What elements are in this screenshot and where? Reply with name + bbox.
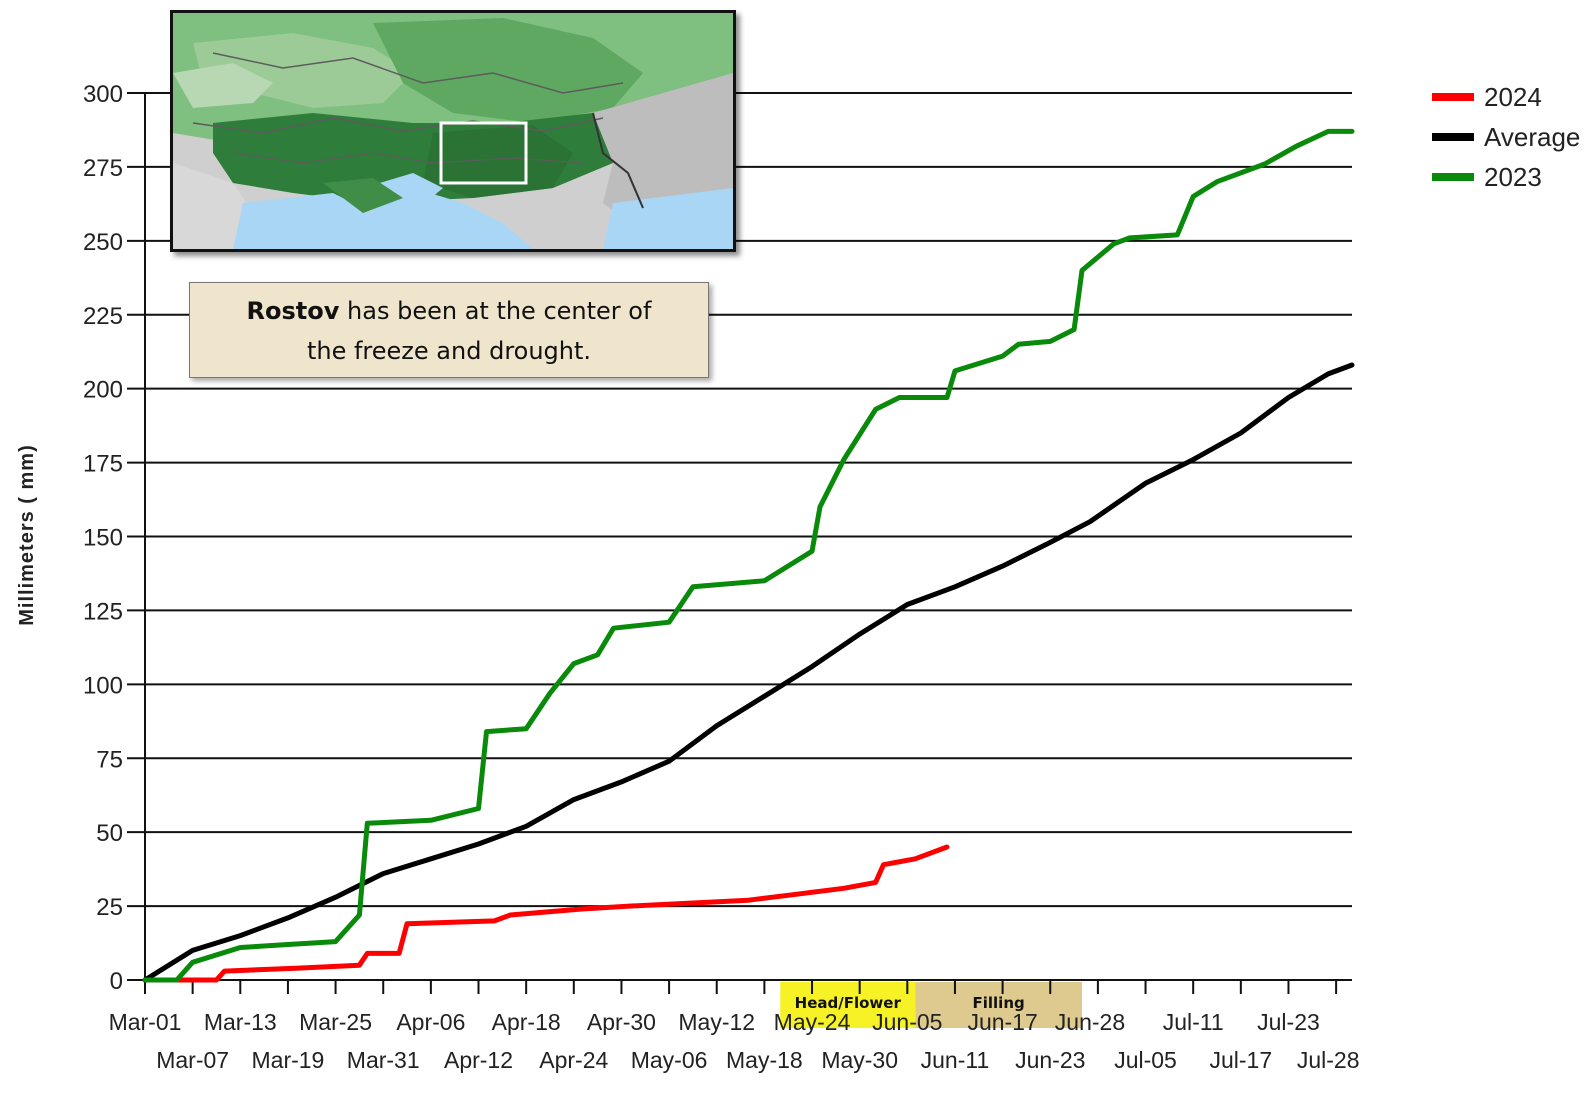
y-tick-label-0: 0 <box>110 968 123 995</box>
callout-text-line2: the freeze and drought. <box>306 337 592 365</box>
stage-band-0 <box>780 982 916 1028</box>
y-tick-label-275: 275 <box>83 155 123 182</box>
x-tick-label-top-12: Jul-23 <box>1257 1009 1320 1035</box>
x-tick-label-bottom-8: Jun-11 <box>921 1047 990 1073</box>
y-tick-label-150: 150 <box>83 525 123 552</box>
x-tick-label-bottom-5: May-06 <box>631 1047 708 1073</box>
legend: 2024 Average 2023 <box>1432 82 1580 192</box>
y-tick-label-50: 50 <box>96 820 123 847</box>
series-line-Average <box>142 362 1355 983</box>
series-lines <box>142 128 1355 983</box>
legend-label-2023: 2023 <box>1484 162 1542 192</box>
x-tick-label-bottom-2: Mar-31 <box>347 1047 420 1073</box>
stage-band-1 <box>915 982 1083 1028</box>
x-tick-label-bottom-7: May-30 <box>821 1047 898 1073</box>
series-line-2024 <box>142 844 950 983</box>
y-tick-label-75: 75 <box>96 746 123 773</box>
x-tick-label-bottom-6: May-18 <box>726 1047 803 1073</box>
x-tick-label-top-2: Mar-25 <box>299 1009 372 1035</box>
y-tick-label-200: 200 <box>83 377 123 404</box>
callout-bold: Rostov <box>246 297 340 325</box>
y-axis-label: Millimeters ( mm) <box>16 444 38 625</box>
x-tick-label-top-1: Mar-13 <box>204 1009 277 1035</box>
x-tick-label-top-4: Apr-18 <box>492 1009 561 1035</box>
x-tick-label-bottom-0: Mar-07 <box>156 1047 229 1073</box>
x-tick-label-top-0: Mar-01 <box>109 1009 182 1035</box>
y-tick-label-25: 25 <box>96 894 123 921</box>
growth-stage-bands: Head/Flower Filling <box>780 982 1083 1028</box>
y-tick-label-225: 225 <box>83 303 123 330</box>
legend-label-2024: 2024 <box>1484 82 1542 112</box>
callout-box: Rostov has been at the center of the fre… <box>189 282 709 378</box>
x-tick-label-bottom-11: Jul-17 <box>1210 1047 1273 1073</box>
x-tick-label-top-10: Jun-28 <box>1055 1009 1125 1035</box>
x-tick-label-bottom-3: Apr-12 <box>444 1047 513 1073</box>
legend-label-Average: Average <box>1484 122 1580 152</box>
x-tick-label-bottom-9: Jun-23 <box>1015 1047 1085 1073</box>
callout-text-line1: has been at the center of <box>339 297 652 325</box>
x-tick-label-top-3: Apr-06 <box>396 1009 465 1035</box>
x-tick-label-top-6: May-12 <box>678 1009 755 1035</box>
x-tick-label-bottom-1: Mar-19 <box>252 1047 325 1073</box>
series-line-2023 <box>142 128 1355 983</box>
axes: 0 25 50 75 100 125 150 175 200 225 250 275 300 Mar-01… <box>83 81 1360 1073</box>
y-tick-label-175: 175 <box>83 451 123 478</box>
x-tick-label-top-11: Jul-11 <box>1163 1009 1224 1035</box>
region-map-inset <box>170 10 736 252</box>
x-tick-label-top-9: Jun-17 <box>967 1009 1037 1035</box>
rostov-highlight-box <box>439 121 528 185</box>
x-tick-label-top-5: Apr-30 <box>587 1009 656 1035</box>
x-tick-label-top-7: May-24 <box>774 1009 851 1035</box>
x-tick-label-bottom-10: Jul-05 <box>1114 1047 1177 1073</box>
y-tick-label-300: 300 <box>83 81 123 108</box>
x-tick-label-top-8: Jun-05 <box>872 1009 942 1035</box>
x-tick-label-bottom-12: Jul-28 <box>1297 1047 1360 1073</box>
map-illustration <box>173 13 733 249</box>
y-tick-label-250: 250 <box>83 229 123 256</box>
stage-label-1: Filling <box>973 994 1025 1012</box>
x-tick-label-bottom-4: Apr-24 <box>539 1047 608 1073</box>
y-tick-label-125: 125 <box>83 598 123 625</box>
y-tick-label-100: 100 <box>83 672 123 699</box>
stage-label-0: Head/Flower <box>795 994 902 1012</box>
